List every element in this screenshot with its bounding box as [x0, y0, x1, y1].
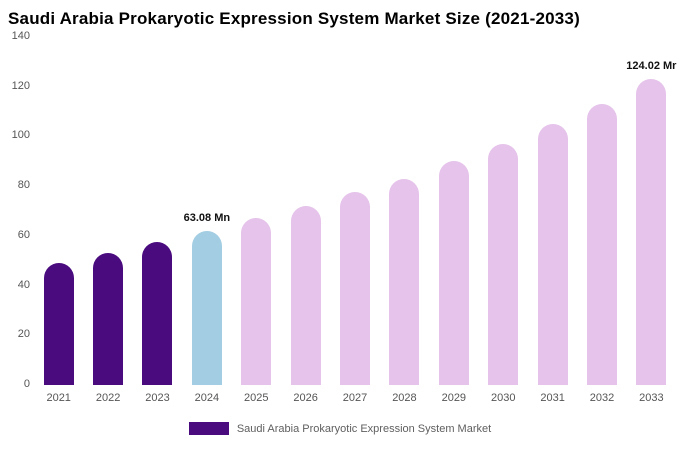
x-axis-label-2033: 2033	[639, 392, 664, 404]
x-axis-label-2028: 2028	[392, 392, 417, 404]
bar-zone	[281, 37, 330, 385]
y-tick-label: 60	[17, 228, 30, 241]
y-tick-label: 80	[17, 179, 30, 192]
bar-zone	[34, 37, 83, 385]
x-axis-label-2026: 2026	[293, 392, 318, 404]
bar-column-2023: 2023	[133, 37, 182, 414]
bar-column-2029: 2029	[429, 37, 478, 414]
legend: Saudi Arabia Prokaryotic Expression Syst…	[0, 422, 680, 435]
x-axis-label-2025: 2025	[244, 392, 269, 404]
bar-column-2026: 2026	[281, 37, 330, 414]
y-tick-label: 20	[17, 328, 30, 341]
bar-column-2030: 2030	[479, 37, 528, 414]
x-axis-label-2027: 2027	[342, 392, 368, 404]
x-axis-label-2029: 2029	[441, 392, 467, 404]
legend-label: Saudi Arabia Prokaryotic Expression Syst…	[236, 422, 492, 435]
bar-2032	[586, 104, 617, 385]
bar-column-2027: 2027	[330, 37, 379, 414]
bar-zone	[577, 37, 626, 385]
y-tick-label: 100	[11, 129, 30, 142]
y-tick-label: 120	[11, 79, 30, 92]
x-axis-label-2024: 2024	[194, 392, 220, 404]
bar-2033	[636, 79, 667, 385]
y-tick-label: 0	[23, 378, 30, 390]
value-label-2024: 63.08 Mn	[183, 211, 231, 224]
bar-column-2022: 2022	[83, 37, 132, 414]
bar-2030	[488, 143, 519, 385]
bar-zone: 124.02 Mr	[626, 37, 677, 385]
bar-2028	[389, 178, 420, 385]
bar-column-2024: 63.08 Mn 2024	[182, 37, 231, 414]
bar-2024	[191, 230, 222, 385]
y-axis: 0 20 40 60 80 100 120 140	[2, 31, 34, 390]
bars-container: 2021 2022 2023 63.08 Mn 2024 2025 2026 2027 2028…	[34, 37, 676, 414]
bar-2026	[290, 206, 321, 385]
value-label-2033: 124.02 Mr	[626, 60, 677, 73]
chart-title: Saudi Arabia Prokaryotic Expression Syst…	[8, 9, 580, 28]
bar-zone	[83, 37, 132, 385]
bar-zone	[479, 37, 528, 385]
bar-2021	[43, 263, 74, 385]
bar-2027	[340, 192, 371, 385]
plot-area: 0 20 40 60 80 100 120 140 2021 2022 2023 63.08 Mn 2…	[2, 31, 677, 414]
bar-column-2032: 2032	[577, 37, 626, 414]
bar-column-2033: 124.02 Mr 2033	[626, 37, 677, 414]
y-tick-label: 40	[17, 278, 30, 291]
bar-zone	[330, 37, 379, 385]
bar-zone	[429, 37, 478, 385]
bar-2025	[241, 218, 272, 385]
x-axis-label-2031: 2031	[540, 392, 565, 404]
x-axis-label-2032: 2032	[589, 392, 615, 404]
legend-swatch	[188, 422, 229, 435]
bar-zone	[528, 37, 577, 385]
x-axis-label-2021: 2021	[46, 392, 71, 404]
bar-2022	[93, 253, 124, 385]
bar-column-2031: 2031	[528, 37, 577, 414]
bar-2023	[142, 242, 173, 385]
bar-column-2025: 2025	[232, 37, 281, 414]
x-axis-label-2023: 2023	[145, 392, 170, 404]
bar-column-2028: 2028	[380, 37, 429, 414]
bar-column-2021: 2021	[34, 37, 83, 414]
bar-zone	[133, 37, 182, 385]
bar-zone	[380, 37, 429, 385]
y-tick-label: 140	[11, 30, 30, 42]
bar-zone: 63.08 Mn	[182, 37, 231, 385]
bar-2031	[537, 124, 568, 385]
bar-zone	[232, 37, 281, 385]
x-axis-label-2030: 2030	[490, 392, 516, 404]
x-axis-label-2022: 2022	[95, 392, 121, 404]
bar-2029	[438, 161, 469, 385]
